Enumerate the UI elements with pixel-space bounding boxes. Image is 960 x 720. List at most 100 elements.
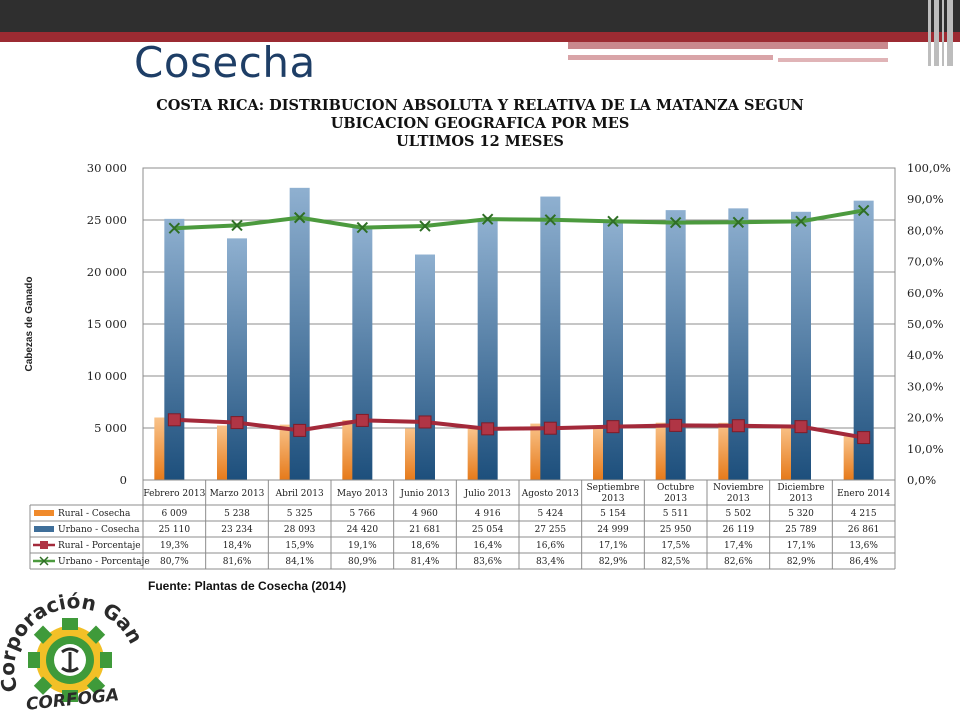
point-rural-porcentaje <box>794 420 808 434</box>
table-value: 26 861 <box>848 525 880 535</box>
y2-tick-label: 10,0% <box>907 442 944 456</box>
point-rural-porcentaje <box>293 423 307 437</box>
table-value: 13,6% <box>849 541 878 551</box>
point-rural-porcentaje <box>230 416 244 430</box>
table-value: 19,1% <box>348 541 377 551</box>
table-value: 5 154 <box>600 509 626 519</box>
table-value: 25 110 <box>159 525 191 535</box>
table-value: 5 511 <box>663 509 689 519</box>
table-value: 23 234 <box>221 525 253 535</box>
table-value: 17,4% <box>724 541 753 551</box>
y-tick-label: 25 000 <box>87 213 127 227</box>
point-urbano-porcentaje <box>356 221 369 234</box>
x-category-label: Mayo 2013 <box>337 489 388 499</box>
y2-tick-label: 60,0% <box>907 286 944 300</box>
x-category-label: Noviembre <box>713 483 764 493</box>
bar-urbano-cosecha <box>853 200 874 480</box>
top-header-bar <box>0 0 960 32</box>
y-tick-label: 10 000 <box>87 369 127 383</box>
table-value: 5 320 <box>788 509 814 519</box>
table-value: 80,9% <box>348 557 377 567</box>
y2-tick-label: 70,0% <box>907 255 944 269</box>
line-urbano-porcentaje <box>174 208 865 231</box>
point-urbano-porcentaje <box>293 211 306 224</box>
point-rural-porcentaje <box>481 422 495 436</box>
point-rural-porcentaje <box>669 418 683 432</box>
legend-key <box>34 510 54 516</box>
table-value: 27 255 <box>535 525 567 535</box>
header-accent-stripe <box>568 55 773 60</box>
header-accent-stripe <box>568 42 888 49</box>
y2-tick-label: 30,0% <box>907 379 944 393</box>
x-category-label: Julio 2013 <box>463 489 511 499</box>
chart-title-line: ULTIMOS 12 MESES <box>396 133 564 150</box>
point-rural-porcentaje <box>606 420 620 434</box>
x-category-label: Septiembre <box>587 483 640 493</box>
x-category-label: Diciembre <box>777 483 824 493</box>
y2-tick-label: 100,0% <box>907 161 951 175</box>
table-value: 25 054 <box>472 525 504 535</box>
point-urbano-porcentaje <box>419 220 431 232</box>
point-rural-porcentaje <box>543 421 557 435</box>
x-category-label: Marzo 2013 <box>210 489 265 499</box>
point-rural-porcentaje <box>167 413 181 427</box>
legend-series-label: Rural - Porcentaje <box>58 541 141 551</box>
table-value: 4 215 <box>851 509 877 519</box>
x-category-label: 2013 <box>664 494 687 504</box>
table-value: 16,4% <box>473 541 502 551</box>
table-value: 83,6% <box>473 557 502 567</box>
point-urbano-porcentaje <box>732 216 745 228</box>
table-value: 86,4% <box>849 557 878 567</box>
bar-urbano-cosecha <box>352 226 373 480</box>
y-tick-label: 15 000 <box>87 317 127 331</box>
x-category-label: 2013 <box>727 494 750 504</box>
point-rural-porcentaje <box>857 431 871 445</box>
table-value: 4 916 <box>475 509 501 519</box>
table-value: 17,1% <box>599 541 628 551</box>
y2-tick-label: 20,0% <box>907 411 944 425</box>
y2-tick-label: 0,0% <box>907 473 936 487</box>
table-value: 4 960 <box>412 509 438 519</box>
bar-urbano-cosecha <box>289 187 310 480</box>
bar-urbano-cosecha <box>791 211 811 480</box>
point-urbano-porcentaje <box>857 204 870 217</box>
point-urbano-porcentaje <box>669 216 682 229</box>
table-value: 83,4% <box>536 557 565 567</box>
y-tick-label: 30 000 <box>87 161 127 175</box>
table-value: 21 681 <box>409 525 441 535</box>
point-urbano-porcentaje <box>544 214 557 226</box>
table-value: 5 238 <box>224 509 250 519</box>
table-value: 26 119 <box>723 525 755 535</box>
bar-urbano-cosecha <box>603 220 623 480</box>
bar-urbano-cosecha <box>540 196 561 480</box>
y2-tick-label: 40,0% <box>907 348 944 362</box>
table-value: 24 999 <box>597 525 629 535</box>
page-title: Cosecha <box>134 38 316 87</box>
point-urbano-porcentaje <box>795 215 807 228</box>
y2-tick-label: 90,0% <box>907 192 944 206</box>
table-value: 81,6% <box>223 557 252 567</box>
point-urbano-porcentaje <box>168 222 181 234</box>
table-value: 17,5% <box>661 541 690 551</box>
point-urbano-porcentaje <box>607 215 619 228</box>
point-rural-porcentaje <box>731 419 745 433</box>
x-category-label: Junio 2013 <box>399 489 450 499</box>
table-value: 17,1% <box>787 541 816 551</box>
legend-series-label: Urbano - Porcentaje <box>58 557 150 567</box>
table-value: 5 766 <box>349 509 375 519</box>
point-urbano-porcentaje <box>231 219 243 232</box>
line-rural-porcentaje <box>174 417 865 440</box>
corfoga-logo: Corporación Ganadera <box>0 578 148 702</box>
bar-urbano-cosecha <box>227 238 247 480</box>
legend-series-label: Urbano - Cosecha <box>58 525 140 535</box>
table-value: 24 420 <box>347 525 379 535</box>
source-note: Fuente: Plantas de Cosecha (2014) <box>148 579 347 593</box>
table-value: 82,5% <box>661 557 690 567</box>
x-category-label: Abril 2013 <box>275 489 324 499</box>
legend-key <box>40 541 48 549</box>
x-category-label: Enero 2014 <box>837 489 890 499</box>
y2-tick-label: 80,0% <box>907 223 944 237</box>
table-value: 82,9% <box>787 557 816 567</box>
bar-urbano-cosecha <box>164 218 185 480</box>
table-value: 15,9% <box>285 541 314 551</box>
